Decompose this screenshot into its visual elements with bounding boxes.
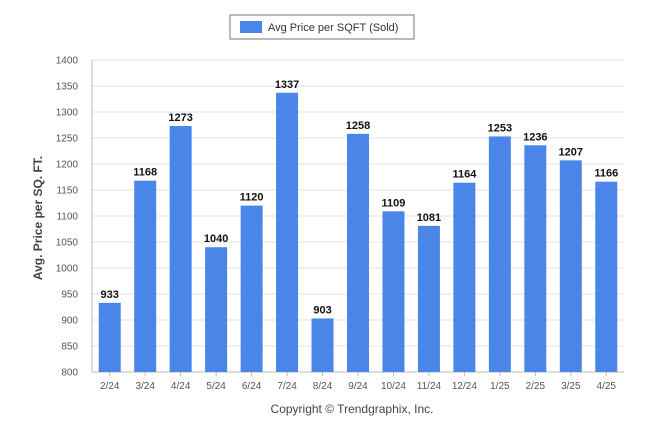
- y-tick-label: 850: [61, 342, 78, 353]
- bar: [169, 126, 192, 372]
- x-tick-label: 4/24: [171, 381, 191, 392]
- x-tick-label: 1/25: [490, 381, 510, 392]
- data-label: 1273: [168, 112, 192, 124]
- x-tick-label: 9/24: [348, 381, 368, 392]
- data-label: 1040: [204, 233, 228, 245]
- y-tick-label: 1350: [56, 82, 79, 93]
- bars: [98, 92, 618, 372]
- x-tick-label: 7/24: [277, 381, 297, 392]
- bar: [382, 211, 405, 372]
- x-tick-label: 2/24: [100, 381, 120, 392]
- data-label: 1166: [594, 168, 618, 180]
- y-tick-label: 1150: [56, 186, 78, 197]
- y-tick-label: 800: [61, 368, 78, 379]
- x-axis-tick-labels: 2/24 3/24 4/24 5/24 6/24 7/24 8/24 9/24 10/24 11/…: [100, 372, 616, 392]
- y-tick-label: 1050: [56, 238, 79, 249]
- data-label: 933: [101, 289, 119, 301]
- data-label: 1258: [346, 120, 370, 132]
- y-tick-label: 1100: [56, 212, 78, 223]
- x-tick-label: 5/24: [206, 381, 226, 392]
- data-label: 1109: [382, 197, 406, 209]
- legend-series-label: Avg Price per SQFT (Sold): [268, 22, 398, 34]
- data-label: 1120: [240, 192, 264, 204]
- data-label: 1081: [417, 212, 441, 224]
- x-tick-label: 11/24: [417, 381, 442, 392]
- bar: [453, 182, 476, 372]
- x-tick-label: 10/24: [381, 381, 406, 392]
- bar: [559, 160, 582, 372]
- bar: [417, 225, 440, 372]
- bar: [524, 145, 547, 372]
- data-label: 903: [313, 304, 331, 316]
- x-tick-label: 3/25: [561, 381, 581, 392]
- y-axis-label: Avg. Price per SQ. FT.: [31, 156, 45, 280]
- data-label: 1168: [133, 167, 157, 179]
- y-tick-label: 1000: [56, 264, 79, 275]
- y-axis-tick-labels: 800 850 900 950 1000 1050 1100 1150 1200 1250 1300…: [56, 56, 79, 379]
- bar: [98, 302, 121, 372]
- bar: [488, 136, 511, 372]
- y-tick-label: 1300: [56, 108, 79, 119]
- bar: [134, 180, 157, 372]
- bar: [205, 247, 228, 372]
- data-label: 1253: [488, 122, 512, 134]
- copyright-footer: Copyright © Trendgraphix, Inc.: [271, 402, 434, 416]
- data-labels: 933 1168 1273 1040 1120 1337 903 1258 1109 1081 11…: [101, 79, 619, 317]
- legend: Avg Price per SQFT (Sold): [229, 14, 415, 40]
- y-tick-label: 950: [61, 290, 78, 301]
- bar: [311, 318, 334, 372]
- data-label: 1164: [452, 169, 477, 181]
- bar: [347, 133, 369, 372]
- x-tick-label: 8/24: [313, 381, 333, 392]
- y-tick-label: 1250: [56, 134, 79, 145]
- x-tick-label: 6/24: [242, 381, 262, 392]
- bar: [240, 205, 263, 372]
- data-label: 1337: [275, 79, 299, 91]
- x-tick-label: 4/25: [597, 381, 617, 392]
- bar: [595, 181, 618, 372]
- y-tick-label: 1200: [56, 160, 79, 171]
- data-label: 1236: [523, 131, 547, 143]
- x-tick-label: 12/24: [452, 381, 477, 392]
- x-tick-label: 3/24: [135, 381, 155, 392]
- legend-swatch: [240, 21, 262, 33]
- y-tick-label: 900: [61, 316, 78, 327]
- y-tick-label: 1400: [56, 56, 79, 67]
- x-tick-label: 2/25: [526, 381, 546, 392]
- data-label: 1207: [559, 146, 583, 158]
- bar: [276, 92, 299, 372]
